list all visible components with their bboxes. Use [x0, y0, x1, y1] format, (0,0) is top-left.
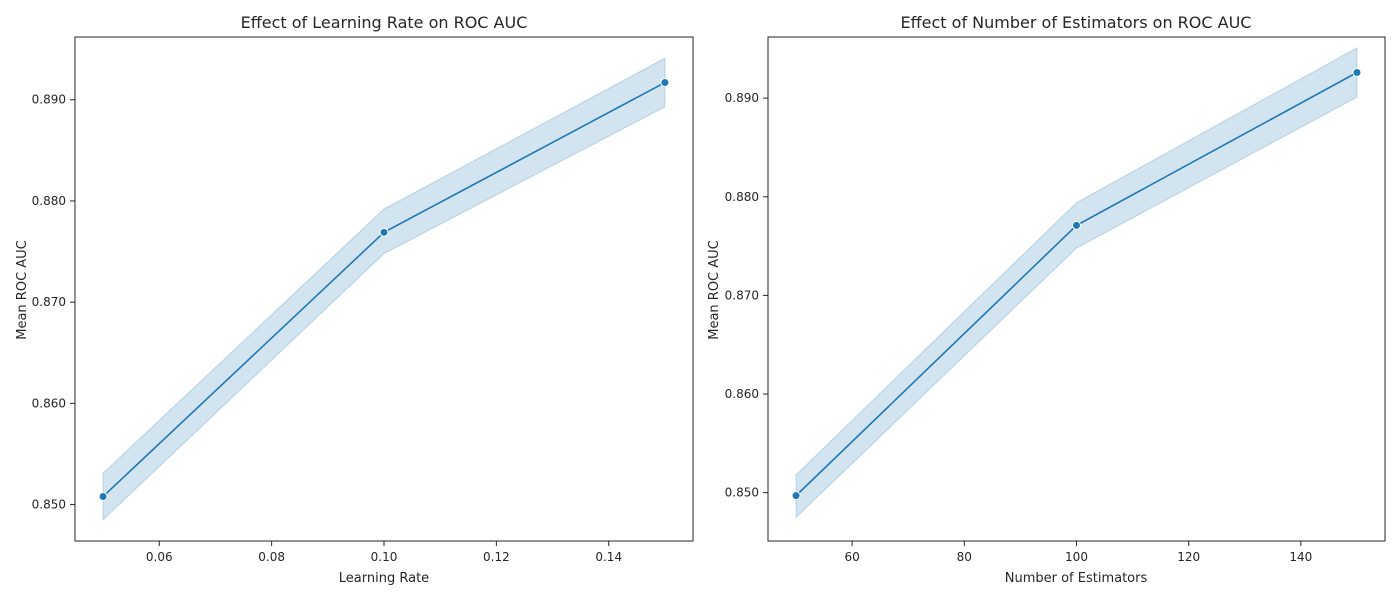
chart-title: Effect of Learning Rate on ROC AUC	[241, 13, 528, 32]
data-point	[791, 491, 801, 501]
y-tick-label: 0.880	[32, 194, 66, 208]
chart-number-of-estimators: Effect of Number of Estimators on ROC AU…	[707, 13, 1386, 586]
data-point	[1072, 220, 1081, 230]
x-tick-label: 140	[1289, 550, 1312, 564]
x-tick-label: 60	[844, 550, 859, 564]
y-tick-label: 0.860	[725, 387, 759, 401]
x-tick-label: 0.14	[595, 550, 622, 564]
y-tick-label: 0.870	[32, 295, 66, 309]
x-tick-label: 100	[1065, 550, 1088, 564]
y-tick-label: 0.890	[725, 91, 759, 105]
point-group	[791, 68, 1362, 501]
y-tick-label: 0.860	[32, 396, 66, 410]
x-tick-label: 0.06	[146, 550, 173, 564]
x-tick-label: 0.10	[371, 550, 398, 564]
y-axis-label: Mean ROC AUC	[707, 240, 722, 340]
x-axis-label: Learning Rate	[339, 571, 429, 586]
ticks: 60 80 100 120 140 0.850 0.860 0.870 0.880 0.890	[725, 91, 1313, 564]
point-group	[98, 78, 670, 501]
y-tick-label: 0.890	[32, 93, 66, 107]
x-tick-label: 120	[1177, 550, 1200, 564]
y-tick-label: 0.880	[725, 190, 759, 204]
confidence-band	[102, 57, 666, 521]
x-axis-label: Number of Estimators	[1005, 571, 1148, 586]
plot-frame	[767, 36, 1386, 542]
y-tick-label: 0.850	[32, 498, 66, 512]
y-axis-label: Mean ROC AUC	[15, 240, 30, 340]
chart-title: Effect of Number of Estimators on ROC AU…	[901, 13, 1252, 32]
x-tick-label: 0.12	[483, 550, 510, 564]
data-point	[379, 227, 389, 237]
data-point	[1352, 68, 1362, 78]
x-tick-label: 80	[957, 550, 972, 564]
x-tick-label: 0.08	[258, 550, 285, 564]
data-point	[98, 491, 108, 501]
confidence-band-group	[795, 47, 1358, 519]
chart-learning-rate: Effect of Learning Rate on ROC AUC Learn…	[15, 13, 694, 586]
plot-frame	[74, 36, 694, 542]
confidence-band	[795, 47, 1358, 519]
confidence-band-group	[102, 57, 666, 521]
y-tick-label: 0.850	[725, 486, 759, 500]
ticks: 0.06 0.08 0.10 0.12 0.14 0.850 0.860 0.870 0.880…	[32, 93, 622, 564]
y-tick-label: 0.870	[725, 288, 759, 302]
data-point	[660, 78, 670, 88]
